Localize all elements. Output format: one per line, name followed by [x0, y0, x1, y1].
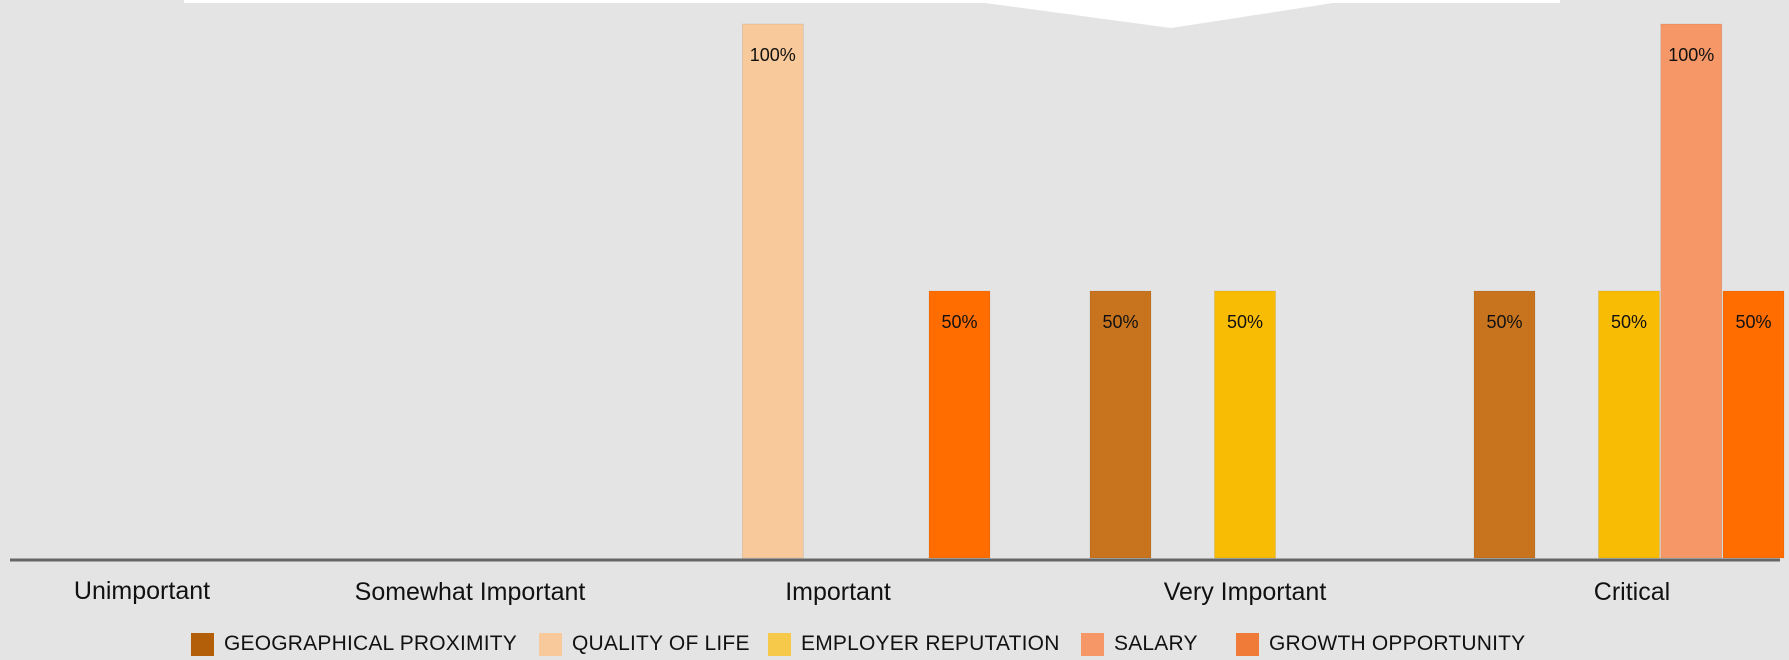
legend-label: GROWTH OPPORTUNITY — [1269, 632, 1526, 655]
legend-swatch — [1081, 632, 1104, 656]
legend-label: EMPLOYER REPUTATION — [801, 632, 1060, 655]
legend-swatch — [539, 632, 562, 656]
data-label-critical-growth-opportunity: 50% — [1735, 312, 1771, 332]
category-label-somewhat-important: Somewhat Important — [355, 578, 586, 606]
bar-critical-employer-reputation — [1598, 290, 1660, 559]
legend-item-growth-opportunity: GROWTH OPPORTUNITY — [1236, 630, 1525, 658]
legend-item-quality-of-life: QUALITY OF LIFE — [539, 630, 750, 658]
data-label-very-important-geographical-proximity: 50% — [1102, 312, 1138, 332]
data-label-important-growth-opportunity: 50% — [941, 312, 977, 332]
bar-critical-salary — [1660, 23, 1723, 559]
legend-label: SALARY — [1114, 632, 1198, 655]
legend-swatch — [768, 632, 791, 656]
bar-very-important-employer-reputation — [1214, 290, 1276, 559]
data-label-critical-salary: 100% — [1668, 45, 1714, 65]
category-label-very-important: Very Important — [1164, 578, 1327, 606]
data-label-critical-employer-reputation: 50% — [1611, 312, 1647, 332]
bars-group — [741, 23, 1785, 559]
bar-very-important-geographical-proximity — [1089, 290, 1152, 559]
bar-critical-growth-opportunity — [1722, 290, 1785, 559]
top-white-shape — [184, 0, 1560, 28]
bar-important-quality-of-life — [741, 23, 804, 559]
data-labels-group: 100% 50% 50% 50% 50% 50% 100% 50% — [750, 45, 1772, 332]
category-label-critical: Critical — [1594, 578, 1670, 606]
data-label-important-quality-of-life: 100% — [750, 45, 796, 65]
legend-swatch — [1236, 632, 1259, 656]
category-label-unimportant: Unimportant — [74, 577, 210, 605]
legend-item-geographical-proximity: GEOGRAPHICAL PROXIMITY — [191, 630, 517, 658]
category-labels-group: Unimportant Somewhat Important Important Ve… — [74, 577, 1670, 606]
bar-critical-geographical-proximity — [1473, 290, 1536, 559]
legend: GEOGRAPHICAL PROXIMITY QUALITY OF LIFE EMP… — [0, 630, 1789, 660]
legend-label: GEOGRAPHICAL PROXIMITY — [224, 632, 518, 655]
bar-important-growth-opportunity — [928, 290, 991, 559]
legend-item-salary: SALARY — [1081, 630, 1198, 658]
data-label-very-important-employer-reputation: 50% — [1227, 312, 1263, 332]
data-label-critical-geographical-proximity: 50% — [1486, 312, 1522, 332]
legend-item-employer-reputation: EMPLOYER REPUTATION — [768, 630, 1060, 658]
legend-swatch — [191, 632, 214, 656]
legend-label: QUALITY OF LIFE — [572, 632, 750, 655]
category-label-important: Important — [785, 578, 891, 606]
